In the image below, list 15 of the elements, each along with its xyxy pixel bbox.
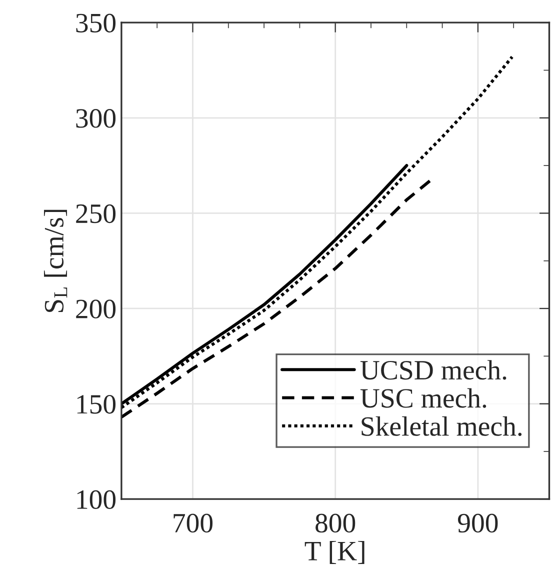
y-tick-label: 100 (77, 490, 116, 510)
legend-label: UCSD mech. (360, 360, 506, 380)
x-tick-label: 900 (458, 514, 498, 533)
x-tick-label: 800 (316, 514, 356, 533)
y-axis-title: S$_{L}$ [cm/s] (44, 210, 68, 312)
y-tick-label: 200 (76, 300, 116, 318)
x-axis-title: T [K] (304, 540, 364, 564)
legend-label: USC mech. (360, 388, 486, 408)
y-tick-label: 300 (76, 109, 116, 128)
x-tick-label: 700 (174, 514, 213, 533)
legend-label: Skeletal mech. (362, 416, 522, 436)
y-tick-label: 150 (77, 394, 116, 414)
line-series (121, 55, 514, 410)
y-tick-label: 350 (76, 14, 116, 32)
y-tick-label: 250 (76, 204, 116, 224)
